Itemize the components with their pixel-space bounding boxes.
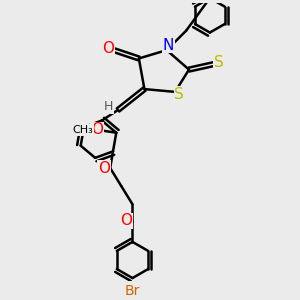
Text: N: N [162, 38, 174, 52]
Text: S: S [214, 55, 224, 70]
Text: Br: Br [125, 284, 140, 298]
Text: S: S [174, 87, 184, 102]
Text: O: O [102, 41, 114, 56]
Text: O: O [120, 214, 132, 229]
Text: H: H [103, 100, 113, 113]
Text: O: O [91, 122, 103, 137]
Text: O: O [98, 160, 110, 175]
Text: CH₃: CH₃ [73, 125, 93, 135]
